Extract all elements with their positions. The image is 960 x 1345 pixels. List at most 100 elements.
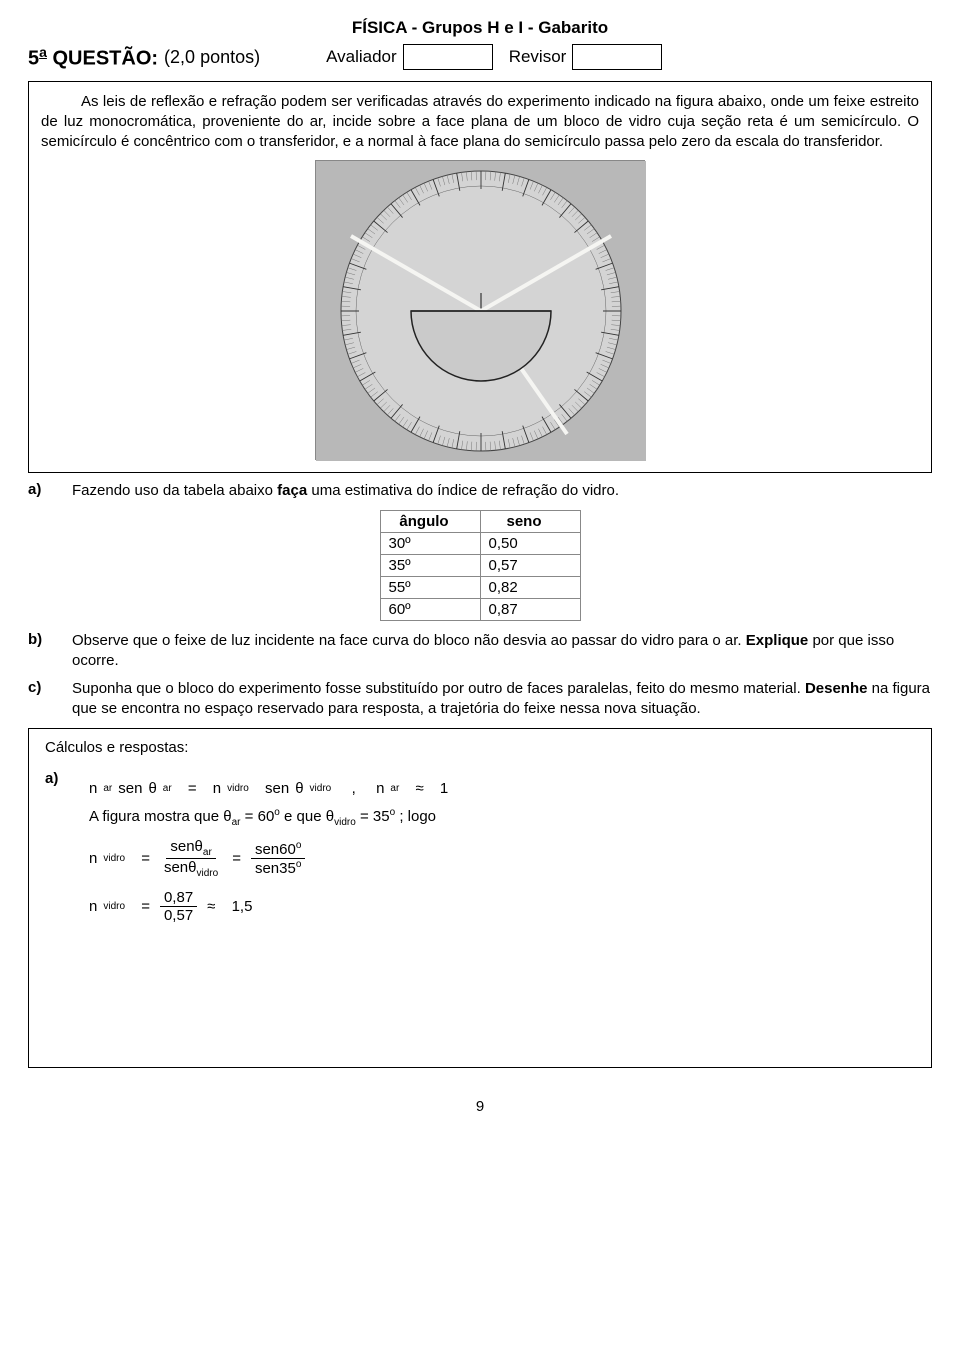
page-number: 9 bbox=[28, 1098, 932, 1115]
l3-num1sub: ar bbox=[203, 847, 212, 858]
q-num-prefix: 5 bbox=[28, 48, 39, 70]
frac-2: sen60o sen35o bbox=[251, 840, 305, 877]
calc-title: Cálculos e respostas: bbox=[45, 739, 915, 756]
l3-eq2: = bbox=[232, 850, 241, 867]
avaliador-box[interactable] bbox=[403, 44, 493, 70]
frac-1: senθar senθvidro bbox=[160, 838, 222, 879]
avaliador-label: Avaliador bbox=[326, 47, 397, 67]
l2-deg2: o bbox=[390, 807, 396, 818]
sub-vidro2: vidro bbox=[310, 783, 332, 794]
q-points: (2,0 pontos) bbox=[164, 47, 260, 68]
sym-n3: n bbox=[376, 780, 384, 797]
cell: 0,50 bbox=[480, 532, 580, 554]
problem-text-content: As leis de reflexão e refração podem ser… bbox=[41, 93, 919, 151]
item-a: a) Fazendo uso da tabela abaixo faça uma… bbox=[28, 481, 932, 501]
l3-num2: sen60 bbox=[255, 841, 296, 858]
revisor-box[interactable] bbox=[572, 44, 662, 70]
item-a-text: Fazendo uso da tabela abaixo faça uma es… bbox=[72, 481, 932, 501]
item-b-before: Observe que o feixe de luz incidente na … bbox=[72, 632, 746, 649]
l2-vidro: vidro bbox=[334, 817, 356, 828]
frac-3: 0,87 0,57 bbox=[160, 889, 197, 924]
item-c-before: Suponha que o bloco do experimento fosse… bbox=[72, 680, 805, 697]
l3-den2sup: o bbox=[296, 859, 302, 870]
sym-n2: n bbox=[213, 780, 221, 797]
formula-nvidro-numeric: nvidro = 0,87 0,57 ≈ 1,5 bbox=[89, 889, 915, 924]
question-number: 5a QUESTÃO: bbox=[28, 44, 158, 71]
l3-den1sub: vidro bbox=[197, 868, 219, 879]
l2-eq2: = 35 bbox=[360, 808, 390, 825]
item-b: b) Observe que o feixe de luz incidente … bbox=[28, 631, 932, 672]
item-a-before: Fazendo uso da tabela abaixo bbox=[72, 482, 277, 499]
l3-den1: senθ bbox=[164, 859, 197, 876]
sym-eq: = bbox=[188, 780, 197, 797]
l3-vidro: vidro bbox=[103, 853, 125, 864]
table-row: 55º0,82 bbox=[380, 576, 580, 598]
cell: 55º bbox=[380, 576, 480, 598]
cell: 35º bbox=[380, 554, 480, 576]
cell: 60º bbox=[380, 598, 480, 620]
q-label: QUESTÃO: bbox=[52, 48, 158, 70]
sym-approx: ≈ bbox=[416, 780, 424, 797]
sub-ar2: ar bbox=[163, 783, 172, 794]
table-row: 60º0,87 bbox=[380, 598, 580, 620]
item-b-label: b) bbox=[28, 631, 54, 672]
sym-comma: , bbox=[352, 780, 356, 797]
item-c-label: c) bbox=[28, 679, 54, 720]
revisor-label: Revisor bbox=[509, 47, 567, 67]
item-a-bold: faça bbox=[277, 482, 307, 499]
cell: 30º bbox=[380, 532, 480, 554]
sym-n: n bbox=[89, 780, 97, 797]
l4-num: 0,87 bbox=[160, 889, 197, 907]
sym-sen2: sen bbox=[265, 780, 289, 797]
item-b-bold: Explique bbox=[746, 632, 809, 649]
l2-theta1: θ bbox=[223, 808, 231, 825]
formula-nvidro-symbolic: nvidro = senθar senθvidro = sen60o sen35… bbox=[89, 838, 915, 879]
l2-eq1: = 60 bbox=[245, 808, 275, 825]
question-header: 5a QUESTÃO: (2,0 pontos) Avaliador Revis… bbox=[28, 44, 932, 71]
item-c-bold: Desenhe bbox=[805, 680, 868, 697]
item-c-text: Suponha que o bloco do experimento fosse… bbox=[72, 679, 932, 720]
answer-a-label: a) bbox=[45, 770, 71, 934]
l4-approx: ≈ bbox=[207, 898, 215, 915]
l3-den2: sen35 bbox=[255, 860, 296, 877]
answer-a-body: narsenθar = nvidro senθvidro , nar ≈ 1 A… bbox=[89, 770, 915, 934]
item-b-text: Observe que o feixe de luz incidente na … bbox=[72, 631, 932, 672]
cell: 0,87 bbox=[480, 598, 580, 620]
l2-mid: e que bbox=[284, 808, 326, 825]
formula-snell: narsenθar = nvidro senθvidro , nar ≈ 1 bbox=[89, 780, 915, 797]
th-angle: ângulo bbox=[380, 510, 480, 532]
sym-one: 1 bbox=[440, 780, 448, 797]
l3-num2sup: o bbox=[296, 840, 302, 851]
cell: 0,82 bbox=[480, 576, 580, 598]
l2-prefix: A figura mostra que bbox=[89, 808, 223, 825]
formula-angles: A figura mostra que θar = 60o e que θvid… bbox=[89, 807, 915, 828]
sym-theta2: θ bbox=[295, 780, 303, 797]
l2-ar: ar bbox=[232, 817, 241, 828]
refraction-figure bbox=[315, 160, 645, 460]
l2-deg1: o bbox=[274, 807, 280, 818]
l3-n: n bbox=[89, 850, 97, 867]
item-c: c) Suponha que o bloco do experimento fo… bbox=[28, 679, 932, 720]
q-num-suffix: a bbox=[39, 44, 47, 60]
item-a-after: uma estimativa do índice de refração do … bbox=[307, 482, 619, 499]
problem-paragraph: As leis de reflexão e refração podem ser… bbox=[41, 92, 919, 153]
l2-theta2: θ bbox=[326, 808, 334, 825]
item-a-label: a) bbox=[28, 481, 54, 501]
l4-eq: = bbox=[141, 898, 150, 915]
cell: 0,57 bbox=[480, 554, 580, 576]
l4-n: n bbox=[89, 898, 97, 915]
page-header: FÍSICA - Grupos H e I - Gabarito bbox=[28, 18, 932, 38]
l3-eq1: = bbox=[141, 850, 150, 867]
answer-frame: Cálculos e respostas: a) narsenθar = nvi… bbox=[28, 728, 932, 1068]
l4-val: 1,5 bbox=[232, 898, 253, 915]
l4-den: 0,57 bbox=[160, 907, 197, 924]
sine-table: ângulo seno 30º0,50 35º0,57 55º0,82 60º0… bbox=[380, 510, 581, 621]
th-sine: seno bbox=[480, 510, 580, 532]
l4-vidro: vidro bbox=[103, 901, 125, 912]
problem-frame: As leis de reflexão e refração podem ser… bbox=[28, 81, 932, 474]
table-row: 30º0,50 bbox=[380, 532, 580, 554]
l3-num1: senθ bbox=[170, 838, 203, 855]
sym-sen: sen bbox=[118, 780, 142, 797]
table-row: 35º0,57 bbox=[380, 554, 580, 576]
sub-vidro: vidro bbox=[227, 783, 249, 794]
